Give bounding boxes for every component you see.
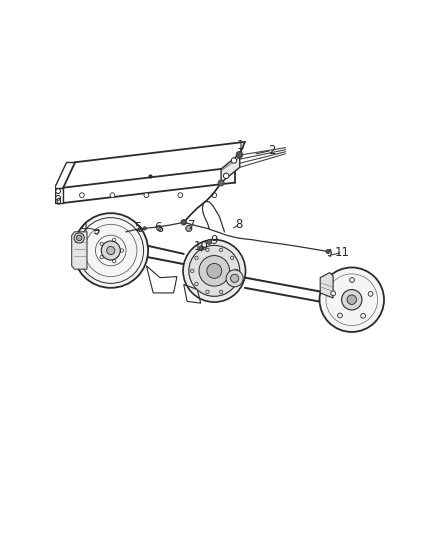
Text: 4: 4 (81, 221, 88, 234)
Circle shape (199, 246, 204, 251)
Polygon shape (55, 188, 63, 203)
Text: 10: 10 (194, 240, 209, 253)
Text: 6: 6 (154, 221, 161, 234)
Circle shape (347, 295, 357, 304)
Circle shape (178, 193, 183, 198)
Text: 9: 9 (210, 234, 217, 247)
Text: 11: 11 (335, 246, 350, 259)
Circle shape (320, 268, 384, 332)
Circle shape (56, 196, 60, 200)
Circle shape (183, 240, 246, 302)
Circle shape (207, 240, 212, 245)
Circle shape (331, 291, 336, 296)
Circle shape (189, 245, 240, 296)
Text: 8: 8 (235, 218, 243, 231)
Circle shape (223, 173, 229, 179)
Circle shape (361, 313, 365, 318)
Circle shape (212, 193, 217, 198)
Circle shape (144, 193, 149, 198)
Circle shape (107, 246, 115, 255)
Circle shape (207, 263, 222, 278)
Circle shape (236, 151, 243, 158)
Circle shape (74, 233, 84, 243)
Circle shape (77, 235, 82, 241)
Circle shape (350, 278, 354, 282)
Circle shape (326, 249, 330, 254)
Circle shape (74, 213, 148, 288)
Circle shape (186, 225, 192, 231)
Text: 2: 2 (268, 144, 276, 157)
Circle shape (101, 241, 120, 260)
Circle shape (181, 220, 187, 225)
Circle shape (231, 158, 237, 163)
Text: 5: 5 (134, 221, 141, 234)
Polygon shape (72, 232, 87, 269)
Circle shape (226, 270, 243, 287)
Circle shape (56, 189, 60, 193)
Text: 7: 7 (188, 219, 196, 232)
Circle shape (230, 274, 239, 282)
Circle shape (110, 193, 115, 198)
Text: 1: 1 (237, 140, 244, 152)
Circle shape (218, 180, 224, 186)
Circle shape (199, 256, 230, 286)
Circle shape (342, 289, 362, 310)
Polygon shape (221, 154, 240, 183)
Circle shape (338, 313, 343, 318)
Circle shape (368, 292, 373, 296)
Circle shape (143, 227, 146, 230)
Circle shape (80, 193, 84, 198)
Polygon shape (320, 272, 333, 298)
